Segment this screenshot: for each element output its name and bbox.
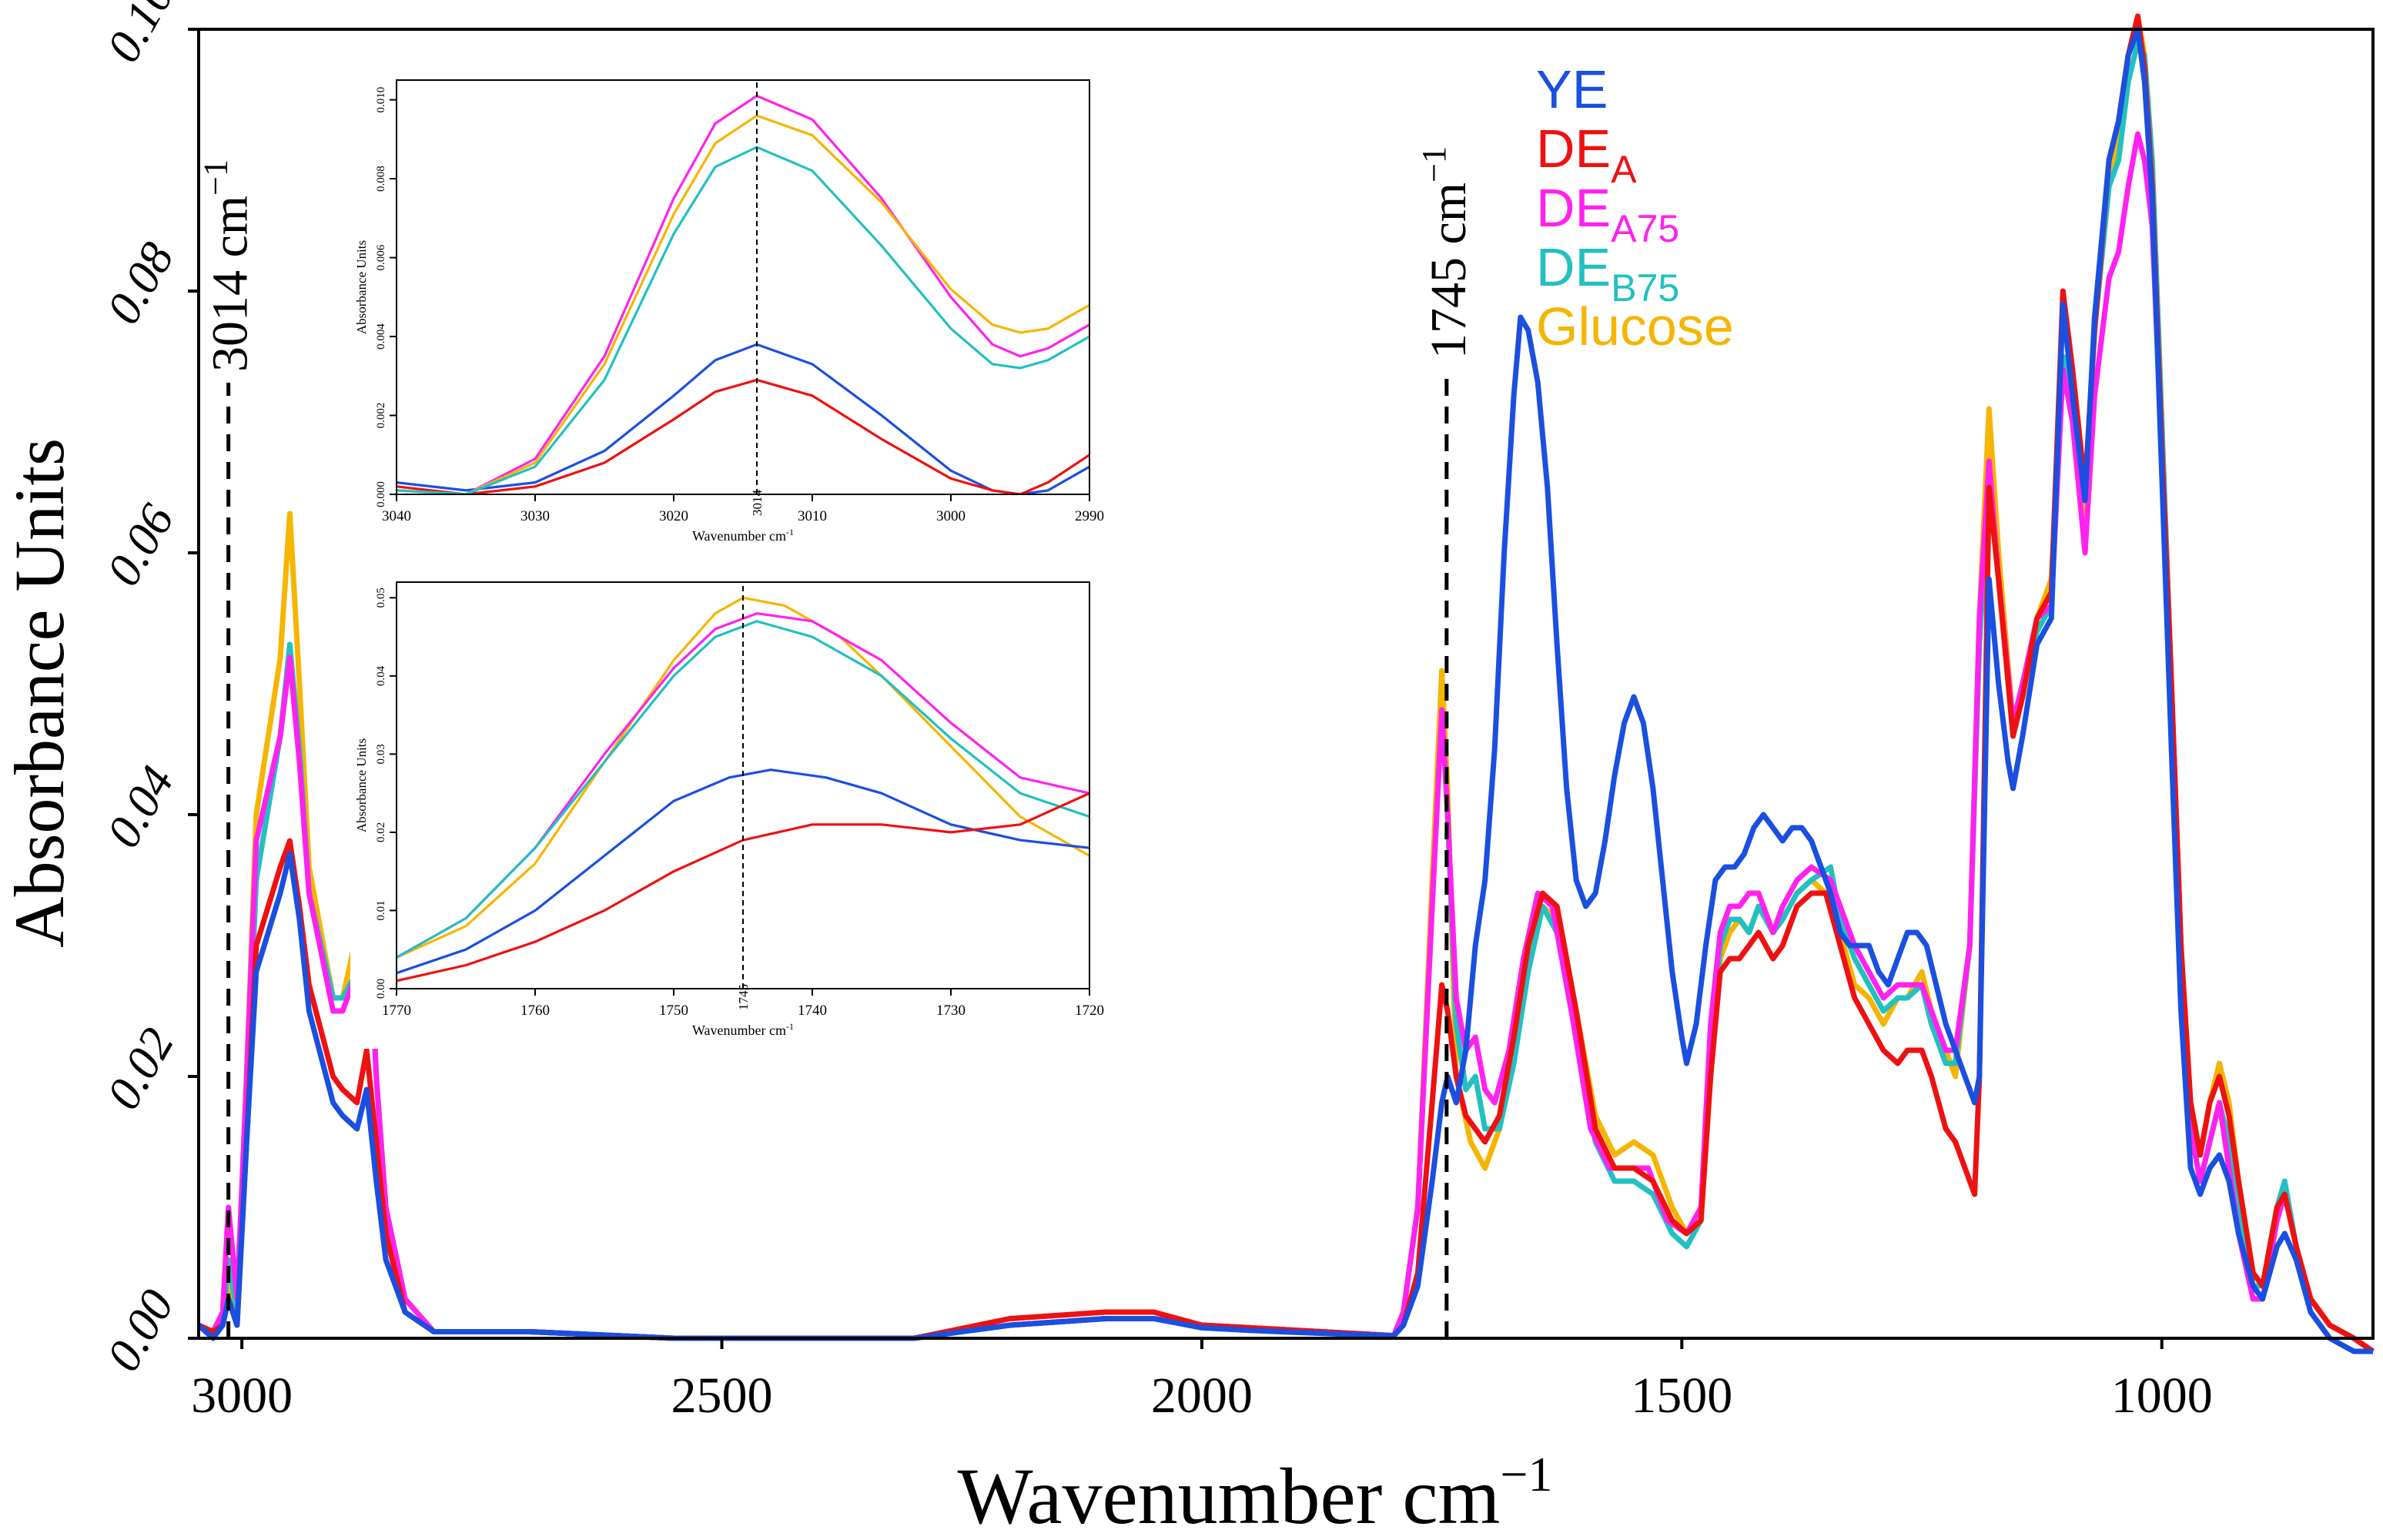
legend-entry-de-b75: DEB75 <box>1536 237 1679 310</box>
annotation-label-superscript: −1 <box>197 159 235 196</box>
inset-y-tick-label: 0.05 <box>375 588 387 608</box>
inset-y-tick-label: 0.02 <box>375 822 387 842</box>
inset-marker-label: 3014 <box>750 490 765 517</box>
legend-entry-de-a75: DEA75 <box>1536 178 1679 250</box>
legend-entry-de-a: DEA <box>1536 119 1637 191</box>
inset-x-axis-label: Wavenumber cm-1 <box>692 527 794 544</box>
inset-1745: 1745 1770 1760 1750 1740 1730 1720 0.00 0.01 0.02… <box>350 576 1104 1049</box>
inset-x-axis-label-text: Wavenumber cm <box>692 528 786 544</box>
legend-entry-glucose-: Glucose <box>1536 296 1734 357</box>
legend-entry-label: DE <box>1536 119 1611 179</box>
inset-x-tick-label: 1730 <box>936 1003 966 1019</box>
legend-entry-label: Glucose <box>1536 296 1734 357</box>
inset-series-line-de-b75 <box>397 620 1089 959</box>
inset-y-tick-label: 0.008 <box>375 166 387 192</box>
inset-y-tick-label: 0.010 <box>375 87 387 113</box>
annotation-label-superscript: −1 <box>1415 146 1453 182</box>
legend-entry-ye-: YE <box>1536 59 1608 119</box>
x-tick-label: 1000 <box>2111 1368 2213 1424</box>
main-series-group <box>196 13 2375 1354</box>
inset-x-axis-label-superscript: -1 <box>786 1021 794 1032</box>
inset-marker-label: 1745 <box>736 984 751 1010</box>
x-tick-label: 2000 <box>1151 1368 1253 1424</box>
inset-x-tick-label: 3030 <box>520 508 550 524</box>
inset-series-group <box>397 596 1089 983</box>
inset-3014: 3014 3040 3030 3020 3010 3000 2990 0.000 0.002 0.… <box>350 74 1104 554</box>
inset-y-tick-label: 0.004 <box>375 323 387 350</box>
inset-x-tick-label: 3020 <box>659 508 688 524</box>
inset-x-tick-label: 1760 <box>520 1003 550 1019</box>
legend-entry-label: YE <box>1536 59 1608 119</box>
inset-x-tick-label: 3040 <box>382 508 411 524</box>
inset-x-tick-label: 1720 <box>1075 1003 1104 1019</box>
annotation-label-text: 1745 cm <box>1421 182 1477 359</box>
legend-entry-subscript: A75 <box>1611 207 1679 250</box>
main-x-ticks: 3000 2500 2000 1500 1000 <box>191 1338 2213 1424</box>
inset-series-line-glucose <box>397 114 1089 494</box>
y-axis-label: Absorbance Units <box>0 438 79 948</box>
main-plot-frame <box>197 28 2375 1340</box>
inset-y-tick-label: 0.00 <box>375 979 387 999</box>
inset-y-tick-label: 0.03 <box>375 744 387 764</box>
legend-entry-subscript: B75 <box>1611 266 1679 310</box>
inset-y-tick-label: 0.01 <box>375 900 387 920</box>
inset-x-axis-label-text: Wavenumber cm <box>692 1023 786 1038</box>
inset-series-line-ye <box>397 768 1089 975</box>
inset-frame <box>396 79 1090 495</box>
annotation-label-3014: 3014 cm−1 <box>197 159 259 372</box>
inset-x-axis-label: Wavenumber cm-1 <box>692 1021 794 1038</box>
inset-y-tick-label: 0.002 <box>375 403 387 429</box>
inset-frame <box>396 581 1090 989</box>
inset-x-tick-label: 1750 <box>659 1003 688 1019</box>
inset-x-axis-label-superscript: -1 <box>786 527 794 537</box>
inset-background <box>350 74 1101 554</box>
inset-y-axis-label: Absorbance Units <box>354 240 369 334</box>
inset-x-tick-label: 3000 <box>936 508 966 524</box>
inset-series-line-de-b75 <box>397 146 1089 494</box>
annotation-label-text: 3014 cm <box>202 196 259 372</box>
inset-background <box>350 576 1101 1049</box>
legend-entry-subscript: A <box>1611 148 1637 191</box>
inset-x-tick-label: 1770 <box>382 1003 411 1019</box>
inset-y-tick-label: 0.006 <box>375 244 387 270</box>
x-axis-label: Wavenumber cm−1 <box>958 1447 1553 1540</box>
inset-y-tick-label: 0.000 <box>375 481 387 507</box>
legend-entry-label: DE <box>1536 237 1611 297</box>
x-tick-label: 1500 <box>1631 1368 1732 1424</box>
inset-x-tick-label: 3010 <box>798 508 827 524</box>
inset-series-line-de-a75 <box>397 94 1089 494</box>
inset-y-axis-label: Absorbance Units <box>354 738 369 832</box>
inset-x-tick-label: 2990 <box>1075 508 1104 524</box>
annotation-label-1745: 1745 cm−1 <box>1415 146 1477 359</box>
x-axis-label-superscript: −1 <box>1500 1447 1552 1502</box>
x-tick-label: 2500 <box>671 1368 773 1424</box>
inset-x-tick-label: 1740 <box>798 1003 827 1019</box>
x-axis-label-text: Wavenumber cm <box>958 1452 1501 1540</box>
inset-y-tick-label: 0.04 <box>375 665 387 686</box>
x-tick-label: 3000 <box>191 1368 293 1424</box>
legend-entry-label: DE <box>1536 178 1611 238</box>
